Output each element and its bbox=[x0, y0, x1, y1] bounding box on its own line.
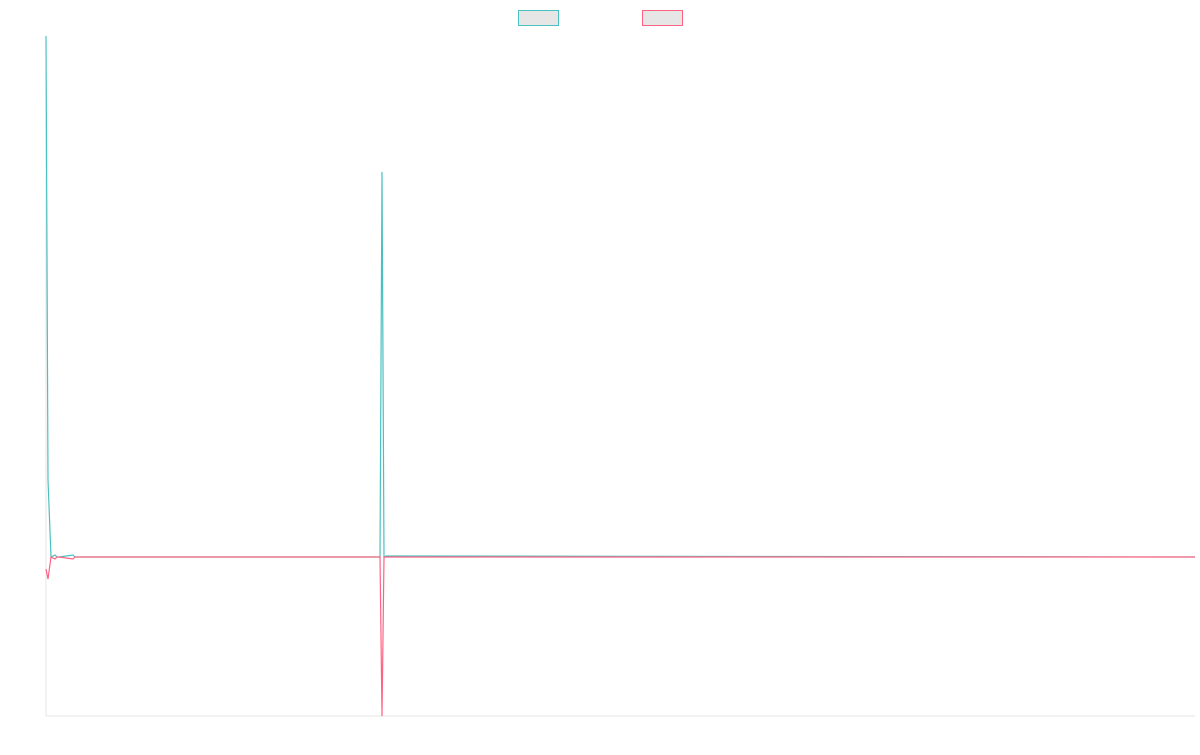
legend-swatch[interactable] bbox=[518, 10, 559, 26]
legend-swatch[interactable] bbox=[642, 10, 683, 26]
data-line bbox=[45, 556, 1195, 717]
data-line bbox=[45, 35, 1196, 558]
